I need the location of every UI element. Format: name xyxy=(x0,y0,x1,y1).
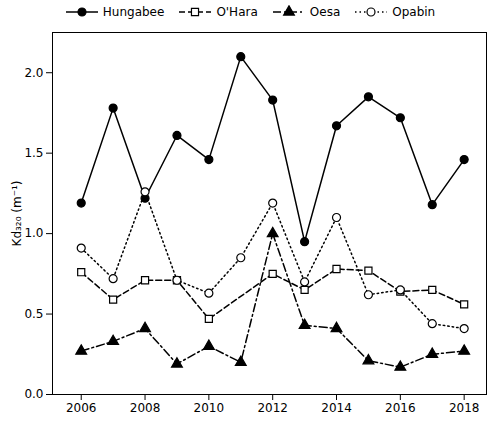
svg-text:2018: 2018 xyxy=(449,401,480,415)
svg-text:2012: 2012 xyxy=(257,401,288,415)
html-text:Oesa: Oesa xyxy=(309,5,341,19)
html-text:Opabin: Opabin xyxy=(392,5,436,19)
svg-text:1.0: 1.0 xyxy=(24,226,43,240)
html-text:O'Hara: O'Hara xyxy=(216,5,258,19)
svg-text:1.5: 1.5 xyxy=(24,146,43,160)
svg-text:2010: 2010 xyxy=(194,401,225,415)
svg-text:2008: 2008 xyxy=(130,401,161,415)
svg-text:0.5: 0.5 xyxy=(24,307,43,321)
svg-text:2014: 2014 xyxy=(321,401,352,415)
svg-text:0.0: 0.0 xyxy=(24,387,43,401)
svg-text:Kd₃₂₀ (m⁻¹): Kd₃₂₀ (m⁻¹) xyxy=(10,181,24,247)
svg-text:2016: 2016 xyxy=(385,401,416,415)
html-text:Hungabee: Hungabee xyxy=(102,5,165,19)
svg-text:2.0: 2.0 xyxy=(24,66,43,80)
svg-text:2006: 2006 xyxy=(66,401,97,415)
